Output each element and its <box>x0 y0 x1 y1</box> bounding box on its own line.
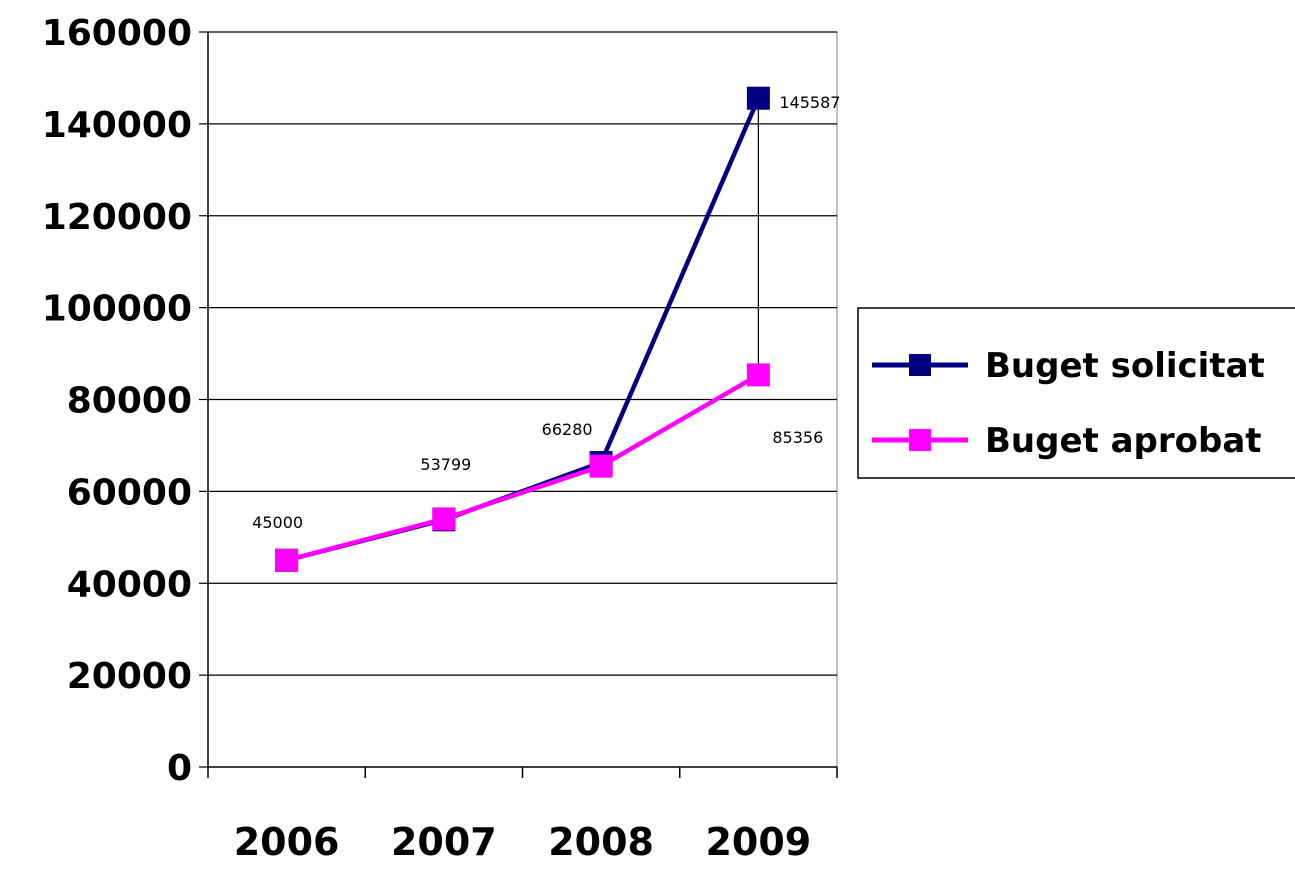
y-tick-label: 40000 <box>67 564 192 605</box>
y-tick-label: 60000 <box>67 472 192 513</box>
series-buget-aprobat <box>275 363 770 572</box>
data-point-marker <box>275 548 299 572</box>
legend-marker <box>909 429 931 451</box>
x-tick-label: 2007 <box>391 820 497 864</box>
series-line <box>286 372 760 563</box>
series-buget-solicitat <box>275 86 770 572</box>
legend-label: Buget solicitat <box>985 346 1265 386</box>
legend: Buget solicitat Buget aprobat <box>857 307 1295 479</box>
data-labels: 45000 53799 66280 145587 85356 <box>252 93 840 532</box>
y-tick-label: 140000 <box>42 105 192 146</box>
legend-entry: Buget solicitat <box>872 346 1265 386</box>
x-tick-labels: 2006 2007 2008 2009 <box>234 820 812 864</box>
y-tick-label: 160000 <box>42 13 192 54</box>
data-label: 85356 <box>772 428 823 447</box>
y-tick-labels: 0 20000 40000 60000 80000 100000 120000 140000 1… <box>42 13 192 789</box>
data-point-marker <box>746 86 770 110</box>
legend-marker <box>909 354 931 376</box>
data-label: 145587 <box>779 93 840 112</box>
data-label: 66280 <box>542 420 593 439</box>
y-tick-label: 0 <box>167 748 192 789</box>
legend-entry: Buget aprobat <box>872 421 1262 461</box>
series-layer <box>275 86 770 572</box>
data-point-marker <box>589 454 613 478</box>
axes <box>199 31 838 778</box>
data-label: 53799 <box>420 455 471 474</box>
legend-label: Buget aprobat <box>985 421 1262 461</box>
x-tick-label: 2008 <box>548 820 654 864</box>
data-point-marker <box>746 363 770 387</box>
x-tick-label: 2009 <box>705 820 811 864</box>
data-label: 45000 <box>252 513 303 532</box>
y-tick-label: 20000 <box>67 656 192 697</box>
y-tick-label: 100000 <box>42 289 192 330</box>
gridlines <box>208 31 837 676</box>
y-tick-label: 120000 <box>42 197 192 238</box>
y-tick-label: 80000 <box>67 381 192 422</box>
data-point-marker <box>432 507 456 531</box>
x-tick-label: 2006 <box>234 820 340 864</box>
